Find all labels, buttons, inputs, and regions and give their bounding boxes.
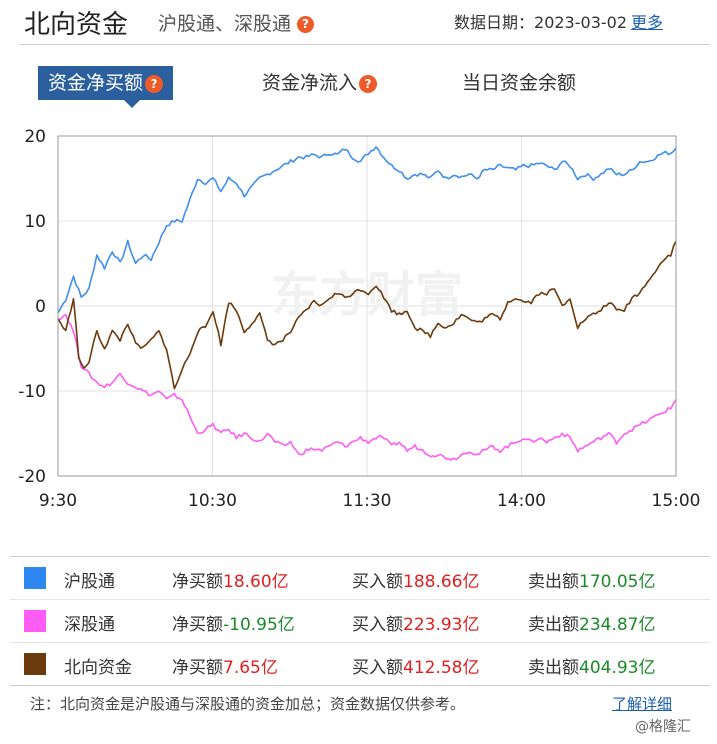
sell-label: 卖出额	[528, 658, 579, 678]
legend-row: 沪股通 净买额18.60亿 买入额188.66亿 卖出额170.05亿	[10, 557, 710, 600]
swatch	[24, 610, 46, 632]
footer-note: 注：北向资金是沪股通与深股通的资金加总；资金数据仅供参考。	[30, 695, 466, 713]
buy-amount: 买入额188.66亿	[352, 567, 479, 592]
legend-name: 北向资金	[64, 658, 132, 678]
more-link[interactable]: 更多	[631, 13, 664, 32]
net-buy: 净买额-10.95亿	[172, 610, 295, 635]
sell-amount: 卖出额234.87亿	[528, 610, 655, 635]
page-title: 北向资金	[24, 10, 129, 40]
plot-frame	[57, 135, 677, 477]
help-icon[interactable]: ?	[145, 74, 164, 93]
help-icon[interactable]: ?	[297, 16, 315, 33]
x-tick-label: 10:30	[188, 491, 237, 510]
y-tick-label: 20	[24, 127, 46, 147]
date-value: 2023-03-02	[534, 13, 627, 32]
page-subtitle: 沪股通、深股通?	[158, 9, 315, 36]
net-value: -10.95亿	[223, 615, 295, 635]
subtitle-text: 沪股通、深股通	[158, 13, 292, 35]
net-buy: 净买额18.60亿	[172, 567, 289, 592]
data-date: 数据日期：2023-03-02 更多	[454, 9, 663, 33]
legend-row: 北向资金 净买额7.65亿 买入额412.58亿 卖出额404.93亿	[10, 643, 710, 685]
series-line-3	[57, 240, 677, 390]
page-header: 北向资金 沪股通、深股通? 数据日期：2023-03-02 更多	[0, 0, 717, 44]
active-tab-arrow	[124, 100, 140, 108]
buy-value: 223.93亿	[403, 615, 480, 635]
tab-net-buy[interactable]: 资金净买额?	[38, 66, 174, 100]
net-label: 净买额	[172, 615, 223, 635]
y-tick-label: -10	[18, 382, 46, 402]
buy-label: 买入额	[352, 615, 403, 635]
buy-amount: 买入额223.93亿	[352, 610, 479, 635]
legend-name: 深股通	[64, 615, 115, 635]
buy-amount: 买入额412.58亿	[352, 653, 479, 678]
legend-row: 深股通 净买额-10.95亿 买入额223.93亿 卖出额234.87亿	[10, 600, 710, 643]
buy-value: 412.58亿	[403, 658, 480, 678]
tab-label: 资金净流入	[262, 72, 358, 94]
x-tick-label: 14:00	[497, 491, 546, 510]
tab-bar: 资金净买额? 资金净流入? 当日资金余额	[0, 66, 717, 108]
header-divider	[20, 44, 710, 45]
legend-table: 沪股通 净买额18.60亿 买入额188.66亿 卖出额170.05亿 深股通 …	[10, 556, 710, 686]
swatch	[24, 567, 46, 589]
buy-label: 买入额	[352, 572, 403, 592]
series-line-1	[57, 146, 677, 314]
buy-label: 买入额	[352, 658, 403, 678]
series-line-2	[57, 313, 677, 461]
sell-value: 170.05亿	[579, 572, 656, 592]
y-tick-label: 0	[35, 297, 46, 317]
net-buy: 净买额7.65亿	[172, 653, 278, 678]
net-label: 净买额	[172, 572, 223, 592]
sell-amount: 卖出额170.05亿	[528, 567, 655, 592]
sell-label: 卖出额	[528, 615, 579, 635]
net-label: 净买额	[172, 658, 223, 678]
tab-label: 资金净买额	[48, 72, 144, 94]
legend-name: 沪股通	[64, 572, 115, 592]
chart-watermark: 东方财富	[271, 267, 463, 323]
x-tick-label: 11:30	[343, 491, 392, 510]
learn-more-link[interactable]: 了解详细	[612, 695, 673, 713]
tab-daily-balance[interactable]: 当日资金余额	[462, 66, 576, 100]
source-watermark: @格隆汇	[635, 719, 691, 735]
buy-value: 188.66亿	[403, 572, 480, 592]
net-value: 18.60亿	[223, 572, 289, 592]
date-label: 数据日期：	[454, 13, 535, 32]
sell-label: 卖出额	[528, 572, 579, 592]
tab-label: 当日资金余额	[462, 72, 577, 94]
y-tick-label: 10	[24, 212, 46, 232]
sell-value: 234.87亿	[579, 615, 656, 635]
sell-amount: 卖出额404.93亿	[528, 653, 655, 678]
line-chart: 东方财富 20 10 0 -10 -20 9:30 10:30 11:30 14:00 15:0…	[18, 127, 701, 510]
x-tick-label: 15:00	[652, 491, 701, 510]
x-tick-label: 9:30	[39, 491, 77, 510]
help-icon[interactable]: ?	[359, 74, 378, 93]
tab-net-inflow[interactable]: 资金净流入?	[262, 66, 378, 100]
net-value: 7.65亿	[223, 658, 278, 678]
swatch	[24, 653, 46, 675]
y-tick-label: -20	[18, 467, 46, 487]
sell-value: 404.93亿	[579, 658, 656, 678]
